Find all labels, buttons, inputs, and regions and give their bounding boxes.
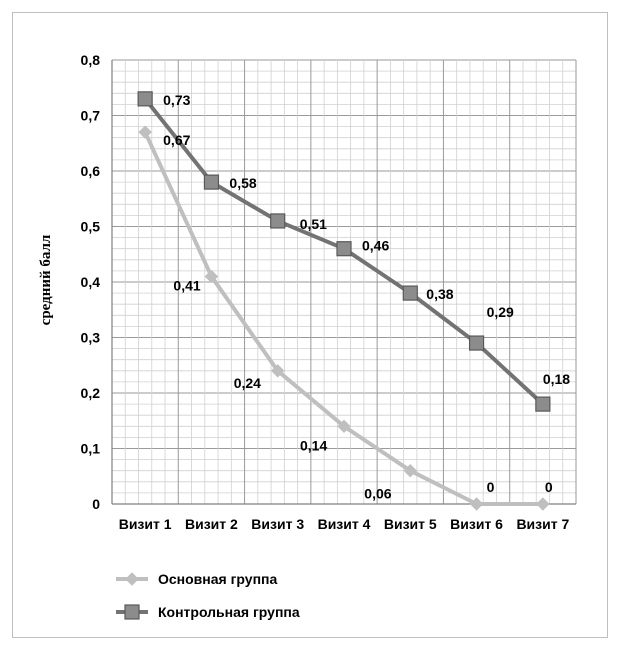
data-point (271, 364, 285, 378)
y-tick-label: 0,2 (81, 385, 101, 401)
y-axis-label: средний балл (38, 234, 54, 325)
data-point (204, 269, 219, 284)
data-point (270, 213, 286, 229)
data-label: 0,38 (426, 286, 453, 302)
y-tick-labels: 0 0,1 0,2 0,3 0,4 0,5 0,6 0,7 0,8 (81, 52, 101, 512)
legend-marker (125, 572, 139, 586)
data-point (138, 125, 152, 139)
data-point (536, 497, 550, 511)
legend-label: Основная группа (158, 571, 277, 587)
y-tick-label: 0,1 (81, 441, 101, 457)
x-tick-label: Визит 3 (251, 516, 304, 532)
y-tick-label: 0,6 (81, 163, 101, 179)
data-label: 0,46 (362, 238, 389, 254)
data-label: 0 (545, 479, 553, 495)
data-point (468, 335, 485, 351)
data-point (337, 419, 351, 434)
data-label: 0,67 (163, 132, 190, 148)
data-label: 0,58 (229, 175, 256, 191)
data-label: 0,14 (300, 437, 327, 453)
legend-label: Контрольная группа (158, 604, 300, 620)
data-label: 0,29 (487, 304, 514, 320)
y-tick-label: 0,7 (81, 108, 101, 124)
chart-frame (12, 12, 608, 638)
series-control-group (137, 91, 551, 412)
data-label: 0,24 (234, 375, 261, 391)
series-main-group (138, 125, 550, 511)
legend: Основная группа Контрольная группа (116, 571, 300, 620)
data-label: 0,51 (300, 216, 327, 232)
x-tick-label: Визит 4 (318, 516, 371, 532)
series-group (137, 91, 551, 511)
x-tick-label: Визит 2 (185, 516, 238, 532)
data-labels: 0,67 0,41 0,24 0,14 0,06 0 0 0,73 0,58 0,51 0,46 0,… (163, 92, 570, 502)
data-label: 0,41 (173, 277, 200, 293)
x-tick-labels: Визит 1 Визит 2 Визит 3 Визит 4 Визит 5 Визит… (119, 516, 570, 532)
y-tick-label: 0,4 (81, 274, 101, 290)
data-label: 0 (487, 479, 495, 495)
legend-item: Контрольная группа (116, 604, 300, 620)
x-tick-label: Визит 5 (384, 516, 437, 532)
y-tick-label: 0 (92, 496, 100, 512)
legend-marker (124, 604, 140, 620)
data-point (403, 463, 417, 478)
legend-item: Основная группа (116, 571, 277, 587)
y-tick-label: 0,5 (81, 219, 101, 235)
data-point (336, 241, 352, 257)
data-point (402, 285, 418, 301)
y-tick-label: 0,8 (81, 52, 101, 68)
data-label: 0,06 (364, 486, 391, 502)
data-point (535, 396, 551, 412)
data-label: 0,18 (543, 371, 570, 387)
data-label: 0,73 (163, 92, 190, 108)
data-point (203, 174, 220, 190)
x-tick-label: Визит 6 (450, 516, 503, 532)
x-tick-label: Визит 1 (119, 516, 172, 532)
y-tick-label: 0,3 (81, 330, 101, 346)
data-point (137, 91, 153, 107)
x-tick-label: Визит 7 (516, 516, 569, 532)
data-point (469, 497, 484, 511)
